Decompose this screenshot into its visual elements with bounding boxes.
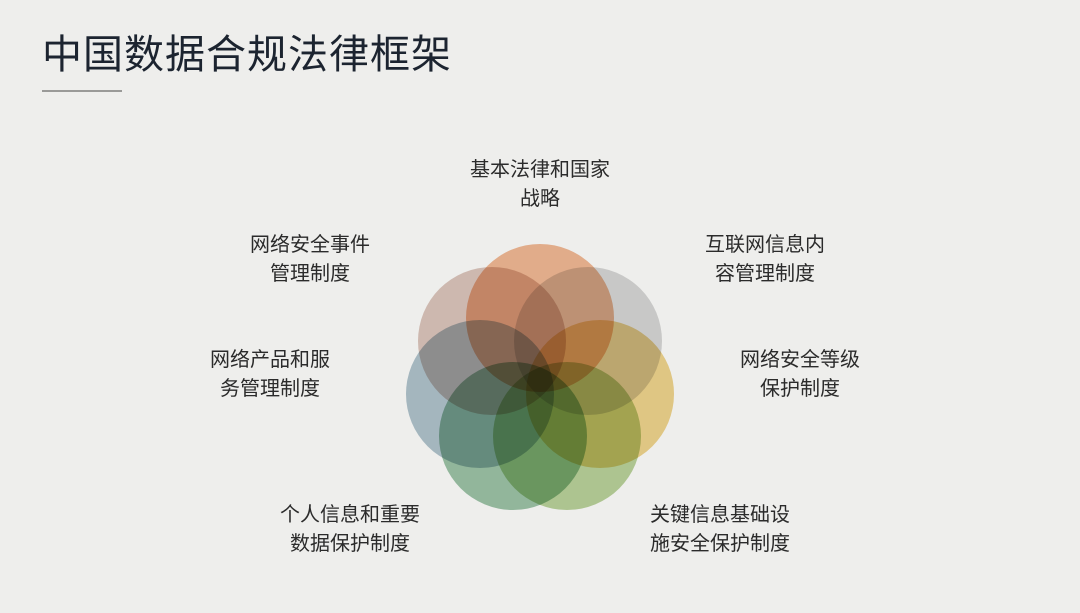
petal-label-4: 个人信息和重要 数据保护制度	[280, 501, 420, 559]
title-underline	[42, 90, 122, 92]
slide-page: 中国数据合规法律框架 基本法律和国家 战略互联网信息内 容管理制度网络安全等级 …	[0, 0, 1080, 613]
petal-4	[439, 362, 587, 510]
petal-label-5: 网络产品和服 务管理制度	[210, 346, 330, 404]
petal-label-2: 网络安全等级 保护制度	[740, 346, 860, 404]
petal-3	[493, 362, 641, 510]
petal-6	[418, 267, 566, 415]
petal-label-0: 基本法律和国家 战略	[470, 156, 610, 214]
petal-label-6: 网络安全事件 管理制度	[250, 231, 370, 289]
petal-label-1: 互联网信息内 容管理制度	[705, 231, 825, 289]
page-title: 中国数据合规法律框架	[42, 22, 452, 80]
petal-0	[466, 244, 614, 392]
petal-5	[406, 320, 554, 468]
petal-label-3: 关键信息基础设 施安全保护制度	[650, 501, 790, 559]
petal-2	[526, 320, 674, 468]
venn-flower-diagram: 基本法律和国家 战略互联网信息内 容管理制度网络安全等级 保护制度关键信息基础设…	[0, 0, 1080, 613]
petal-1	[514, 267, 662, 415]
